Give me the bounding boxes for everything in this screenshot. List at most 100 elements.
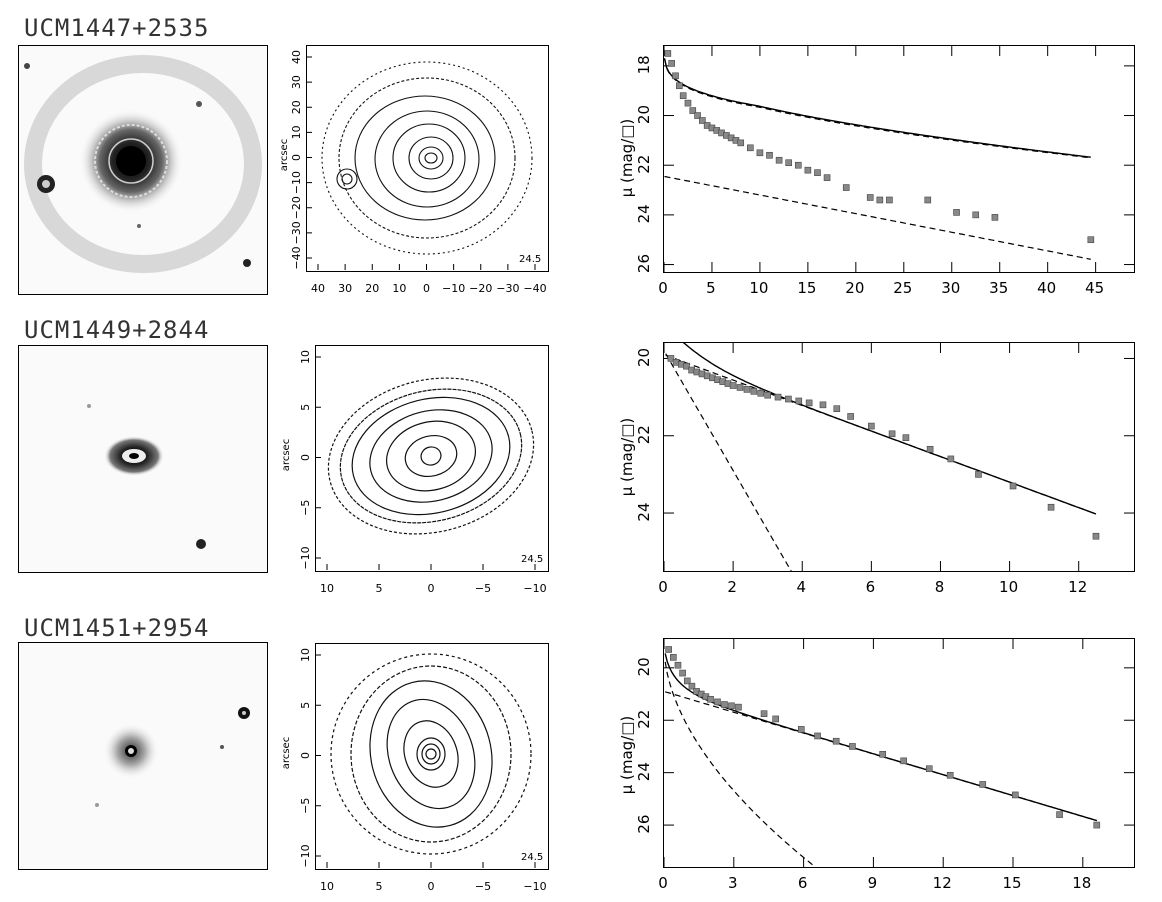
contour-plot: 24.5 xyxy=(315,345,549,572)
contour-xtick-label: −10 xyxy=(442,282,465,295)
profile-data-point xyxy=(668,60,675,67)
profile-ytick-label: 22 xyxy=(635,710,653,729)
profile-ylabel: μ (mag/□) xyxy=(618,716,636,795)
profile-data-point xyxy=(925,765,933,773)
contour-xtick-label: −40 xyxy=(523,282,546,295)
contour-level-label: 24.5 xyxy=(521,852,543,863)
contour-ytick-label: −10 xyxy=(290,171,303,194)
profile-xtick-label: 10 xyxy=(749,279,768,297)
profile-data-point xyxy=(804,166,812,174)
profile-data-point xyxy=(924,196,932,204)
profile-xtick-label: 6 xyxy=(866,578,876,596)
disk-model-curve xyxy=(664,175,1091,260)
contour-plot: 24.5 xyxy=(315,643,549,870)
profile-xtick-label: 15 xyxy=(797,279,816,297)
contour-ytick-label: −30 xyxy=(290,221,303,244)
contour-ylabel: arcsec xyxy=(281,439,292,471)
profile-data-point xyxy=(1087,236,1095,244)
profile-data-point xyxy=(814,732,821,740)
profile-data-point xyxy=(953,209,960,216)
profile-plot xyxy=(663,45,1135,273)
profile-ytick-label: 22 xyxy=(635,155,653,174)
contour-ytick-label: 5 xyxy=(299,702,312,709)
profile-data-point xyxy=(814,169,821,176)
profile-ytick-label: 24 xyxy=(635,762,653,781)
profile-data-point xyxy=(775,156,783,164)
profile-ytick-label: 26 xyxy=(635,815,653,834)
profile-data-point xyxy=(689,107,697,114)
profile-data-point xyxy=(833,405,841,412)
contour-ytick-label: 40 xyxy=(290,50,303,64)
contour-ytick-label: 20 xyxy=(290,100,303,114)
profile-data-point xyxy=(972,211,980,219)
contour-axes: arcsec 10 5 0 −5 −10 10 5 0 −5 −10 xyxy=(281,350,547,595)
profile-data-point xyxy=(707,695,714,703)
profile-xtick-label: 4 xyxy=(796,578,806,596)
profile-data-point xyxy=(794,161,802,169)
profile-data-point xyxy=(688,682,696,690)
profile-data-point xyxy=(760,710,768,717)
contour-ylabel: arcsec xyxy=(279,139,290,171)
profile-plot xyxy=(663,638,1135,873)
profile-data-point xyxy=(797,726,805,733)
profile-data-point xyxy=(664,50,672,57)
profile-data-point xyxy=(1047,503,1055,511)
profile-ytick-label: 20 xyxy=(635,105,653,124)
profile-data-point xyxy=(721,701,728,708)
profile-data-point xyxy=(795,397,803,405)
contour-ytick-label: −5 xyxy=(299,500,312,516)
profile-data-point xyxy=(774,393,782,401)
profile-data-point xyxy=(900,757,907,765)
profile-data-point xyxy=(879,751,887,758)
contour-xtick-label: 5 xyxy=(376,582,383,595)
profile-xtick-label: 0 xyxy=(658,874,668,892)
profile-data-point xyxy=(683,677,691,685)
profile-data-point xyxy=(946,771,954,779)
contour-xtick-label: 0 xyxy=(428,582,435,595)
profile-data-point xyxy=(764,391,771,399)
contour-xtick-label: −10 xyxy=(523,880,546,893)
profile-data-point xyxy=(679,92,687,99)
contour-ytick-label: 30 xyxy=(290,75,303,89)
profile-data-point xyxy=(766,151,773,159)
profile-data-point xyxy=(750,388,758,395)
profile-data-point xyxy=(672,72,679,80)
contour-xtick-label: −5 xyxy=(475,582,491,595)
profile-ytick-label: 18 xyxy=(635,55,653,74)
contour-xtick-label: −30 xyxy=(496,282,519,295)
galaxy-image xyxy=(18,45,268,295)
profile-data-point xyxy=(736,384,744,391)
profile-data-point xyxy=(757,389,765,397)
profile-data-point xyxy=(665,646,672,653)
profile-data-point xyxy=(728,702,735,710)
profile-xtick-label: 45 xyxy=(1085,279,1104,297)
contour-ytick-label: 10 xyxy=(299,350,312,364)
profile-data-point xyxy=(991,214,999,221)
profile-data-point xyxy=(947,455,955,463)
contour-xtick-label: −10 xyxy=(523,582,546,595)
profile-data-point xyxy=(1056,811,1063,818)
profile-xtick-label: 3 xyxy=(728,874,738,892)
profile-data-point xyxy=(886,196,893,204)
contour-xtick-label: 0 xyxy=(423,282,430,295)
profile-data-point xyxy=(694,112,701,119)
profile-data-point xyxy=(847,413,854,420)
contour-axes: arcsec 10 5 0 −5 −10 10 5 0 −5 −10 xyxy=(281,648,547,893)
contour-xtick-label: 30 xyxy=(338,282,352,295)
profile-data-point xyxy=(684,99,692,107)
profile-xtick-label: 5 xyxy=(706,279,716,297)
profile-data-point xyxy=(1009,482,1017,490)
profile-xtick-label: 12 xyxy=(1068,578,1087,596)
galaxy-image xyxy=(18,345,268,573)
galaxy-name: UCM1449+2844 xyxy=(24,316,210,344)
profile-data-point xyxy=(699,117,706,124)
profile-data-point xyxy=(876,196,884,204)
profile-data-point xyxy=(866,194,874,201)
profile-ytick-label: 24 xyxy=(635,204,653,223)
profile-data-point xyxy=(679,669,686,677)
profile-xtick-label: 35 xyxy=(989,279,1008,297)
profile-data-point xyxy=(805,399,813,407)
profile-data-point xyxy=(667,355,675,362)
contour-ytick-label: 0 xyxy=(290,154,303,161)
